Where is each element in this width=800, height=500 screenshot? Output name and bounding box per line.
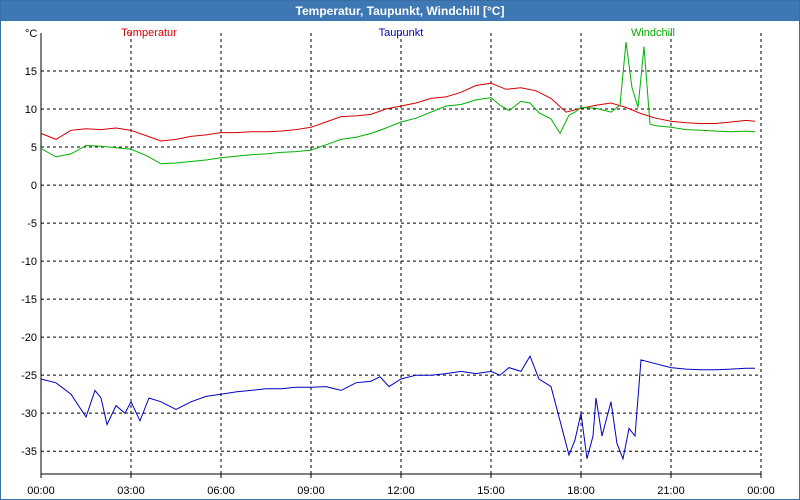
y-tick-label: -5 <box>27 218 37 230</box>
series-line-windchill <box>40 42 756 165</box>
y-tick-label: 15 <box>25 66 37 78</box>
x-tick-time: 00:00 <box>747 485 775 497</box>
x-tick-time: 00:00 <box>27 485 55 497</box>
x-tick-time: 15:00 <box>477 485 505 497</box>
y-tick-label: -10 <box>21 256 37 268</box>
x-tick-time: 09:00 <box>297 485 325 497</box>
y-axis-unit: °C <box>25 28 37 40</box>
y-tick-label: -35 <box>21 446 37 458</box>
tick-labels: 151050-5-10-15-20-25-30-35°C00:0029.03.1… <box>21 28 775 497</box>
series-line-taupunkt <box>40 354 755 461</box>
axes-layer <box>40 33 762 478</box>
y-tick-label: -15 <box>21 294 37 306</box>
y-tick-label: -25 <box>21 370 37 382</box>
window-title: Temperatur, Taupunkt, Windchill [°C] <box>1 1 799 21</box>
chart-canvas: 151050-5-10-15-20-25-30-35°C00:0029.03.1… <box>21 27 775 497</box>
series-line-temperatur <box>40 82 756 142</box>
y-tick-label: 5 <box>31 142 37 154</box>
y-tick-label: 10 <box>25 104 37 116</box>
x-tick-time: 06:00 <box>207 485 235 497</box>
series-layer <box>40 42 756 461</box>
x-tick-time: 21:00 <box>657 485 685 497</box>
legend-taupunkt: Taupunkt <box>379 27 424 39</box>
x-tick-time: 03:00 <box>117 485 145 497</box>
y-tick-label: -30 <box>21 408 37 420</box>
y-tick-label: 0 <box>31 180 37 192</box>
x-tick-time: 18:00 <box>567 485 595 497</box>
legend-windchill: Windchill <box>631 27 675 39</box>
grid-layer <box>41 33 761 474</box>
legend: Temperatur Taupunkt Windchill <box>121 27 675 39</box>
y-tick-label: -20 <box>21 332 37 344</box>
x-tick-time: 12:00 <box>387 485 415 497</box>
legend-temperatur: Temperatur <box>121 27 177 39</box>
